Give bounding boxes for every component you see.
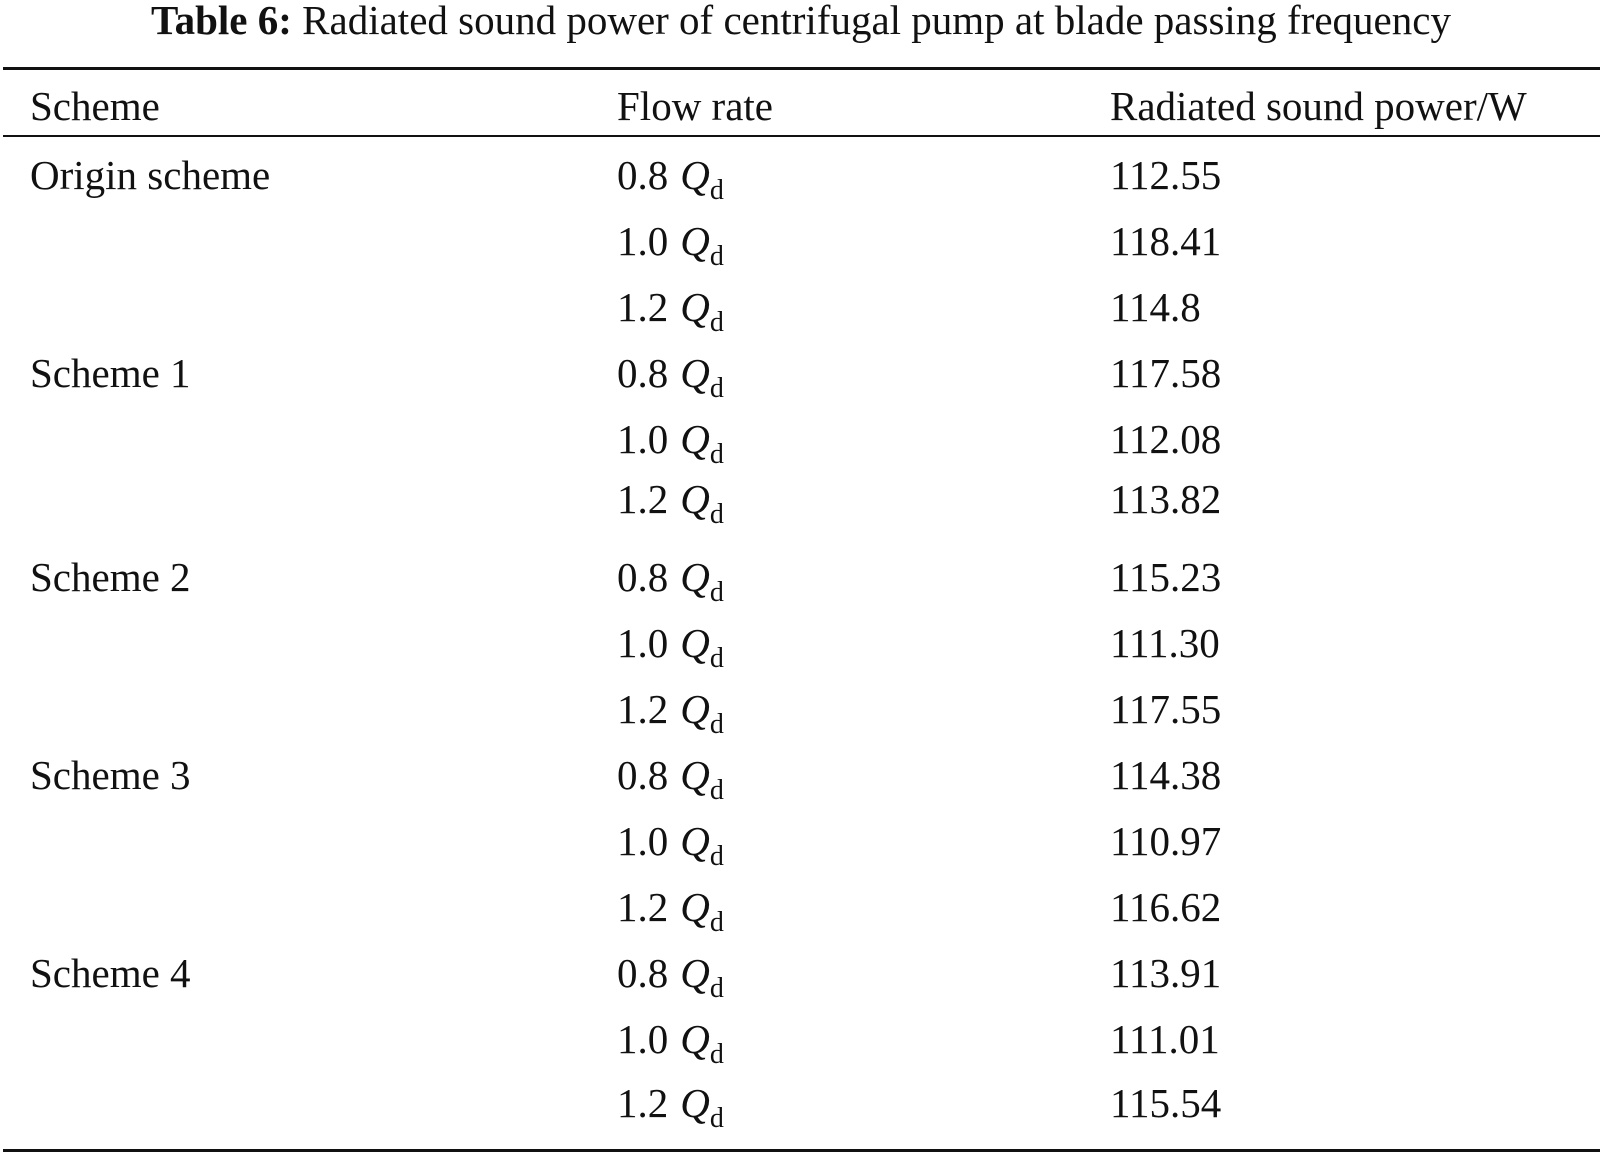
- cell-scheme: Origin scheme: [30, 152, 271, 198]
- table-caption: Table 6: Radiated sound power of centrif…: [0, 0, 1602, 52]
- cell-flow-rate: 1.2 Qd: [617, 476, 724, 530]
- cell-radiated-sound-power: 116.62: [1110, 884, 1222, 930]
- cell-radiated-sound-power: 117.55: [1110, 686, 1222, 732]
- flow-symbol: Q: [680, 218, 710, 264]
- flow-rate-value: 1.2: [617, 686, 669, 732]
- table-top-rule: [3, 67, 1600, 70]
- flow-symbol: Q: [680, 620, 710, 666]
- cell-flow-rate: 1.2 Qd: [617, 686, 724, 740]
- cell-flow-rate: 0.8 Qd: [617, 752, 724, 806]
- table-header-rule: [3, 135, 1600, 137]
- cell-scheme: Scheme 1: [30, 350, 191, 396]
- cell-flow-rate: 1.0 Qd: [617, 1016, 724, 1070]
- cell-scheme: Scheme 4: [30, 950, 191, 996]
- flow-rate-value: 1.0: [617, 416, 669, 462]
- flow-rate-value: 1.0: [617, 1016, 669, 1062]
- cell-radiated-sound-power: 113.82: [1110, 476, 1222, 522]
- cell-radiated-sound-power: 114.38: [1110, 752, 1222, 798]
- flow-symbol: Q: [680, 554, 710, 600]
- table-bottom-rule: [3, 1149, 1600, 1152]
- table-caption-label: Table 6:: [151, 0, 292, 43]
- flow-subscript: d: [709, 499, 724, 530]
- cell-radiated-sound-power: 114.8: [1110, 284, 1201, 330]
- cell-radiated-sound-power: 112.08: [1110, 416, 1222, 462]
- table-caption-text: Radiated sound power of centrifugal pump…: [302, 0, 1451, 43]
- flow-subscript: d: [709, 175, 724, 206]
- flow-rate-value: 1.2: [617, 884, 669, 930]
- cell-flow-rate: 1.2 Qd: [617, 1080, 724, 1134]
- flow-symbol: Q: [680, 1080, 710, 1126]
- flow-subscript: d: [709, 373, 724, 404]
- flow-rate-value: 0.8: [617, 350, 669, 396]
- cell-flow-rate: 0.8 Qd: [617, 152, 724, 206]
- flow-symbol: Q: [680, 284, 710, 330]
- cell-radiated-sound-power: 111.01: [1110, 1016, 1220, 1062]
- header-radiated-sound-power: Radiated sound power/W: [1110, 83, 1527, 129]
- flow-subscript: d: [709, 439, 724, 470]
- flow-subscript: d: [709, 1103, 724, 1134]
- cell-radiated-sound-power: 115.23: [1110, 554, 1222, 600]
- header-flow-rate: Flow rate: [617, 83, 773, 129]
- flow-rate-value: 1.2: [617, 284, 669, 330]
- flow-rate-value: 1.2: [617, 476, 669, 522]
- flow-symbol: Q: [680, 950, 710, 996]
- flow-subscript: d: [709, 643, 724, 674]
- flow-rate-value: 1.2: [617, 1080, 669, 1126]
- header-scheme: Scheme: [30, 83, 160, 129]
- cell-radiated-sound-power: 110.97: [1110, 818, 1222, 864]
- flow-subscript: d: [709, 709, 724, 740]
- flow-symbol: Q: [680, 752, 710, 798]
- cell-radiated-sound-power: 118.41: [1110, 218, 1222, 264]
- flow-subscript: d: [709, 973, 724, 1004]
- cell-flow-rate: 1.2 Qd: [617, 284, 724, 338]
- cell-flow-rate: 1.0 Qd: [617, 818, 724, 872]
- flow-symbol: Q: [680, 884, 710, 930]
- flow-subscript: d: [709, 241, 724, 272]
- cell-flow-rate: 1.0 Qd: [617, 218, 724, 272]
- cell-radiated-sound-power: 112.55: [1110, 152, 1222, 198]
- cell-radiated-sound-power: 113.91: [1110, 950, 1222, 996]
- cell-flow-rate: 0.8 Qd: [617, 950, 724, 1004]
- flow-rate-value: 0.8: [617, 752, 669, 798]
- flow-subscript: d: [709, 841, 724, 872]
- flow-subscript: d: [709, 1039, 724, 1070]
- cell-radiated-sound-power: 111.30: [1110, 620, 1220, 666]
- flow-symbol: Q: [680, 152, 710, 198]
- flow-rate-value: 0.8: [617, 152, 669, 198]
- flow-symbol: Q: [680, 476, 710, 522]
- flow-subscript: d: [709, 577, 724, 608]
- cell-flow-rate: 1.0 Qd: [617, 416, 724, 470]
- cell-radiated-sound-power: 117.58: [1110, 350, 1222, 396]
- flow-rate-value: 0.8: [617, 554, 669, 600]
- cell-flow-rate: 0.8 Qd: [617, 554, 724, 608]
- cell-flow-rate: 1.0 Qd: [617, 620, 724, 674]
- flow-symbol: Q: [680, 1016, 710, 1062]
- cell-flow-rate: 0.8 Qd: [617, 350, 724, 404]
- cell-scheme: Scheme 3: [30, 752, 191, 798]
- flow-subscript: d: [709, 775, 724, 806]
- flow-symbol: Q: [680, 686, 710, 732]
- flow-rate-value: 1.0: [617, 818, 669, 864]
- flow-symbol: Q: [680, 350, 710, 396]
- flow-rate-value: 1.0: [617, 620, 669, 666]
- cell-flow-rate: 1.2 Qd: [617, 884, 724, 938]
- cell-radiated-sound-power: 115.54: [1110, 1080, 1222, 1126]
- flow-rate-value: 0.8: [617, 950, 669, 996]
- flow-subscript: d: [709, 907, 724, 938]
- cell-scheme: Scheme 2: [30, 554, 191, 600]
- flow-symbol: Q: [680, 416, 710, 462]
- flow-rate-value: 1.0: [617, 218, 669, 264]
- flow-subscript: d: [709, 307, 724, 338]
- flow-symbol: Q: [680, 818, 710, 864]
